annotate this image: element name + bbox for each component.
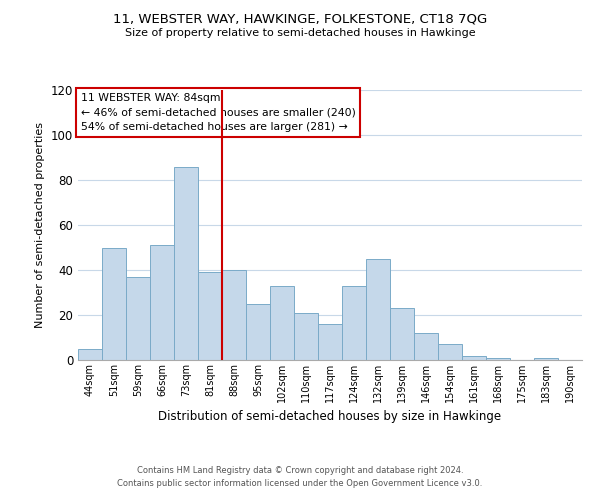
Bar [78,349,102,360]
Bar [102,248,126,360]
Bar [246,304,270,360]
Y-axis label: Number of semi-detached properties: Number of semi-detached properties [35,122,45,328]
Text: Size of property relative to semi-detached houses in Hawkinge: Size of property relative to semi-detach… [125,28,475,38]
Bar [174,166,198,360]
Bar [414,333,438,360]
Text: 11 WEBSTER WAY: 84sqm
← 46% of semi-detached houses are smaller (240)
54% of sem: 11 WEBSTER WAY: 84sqm ← 46% of semi-deta… [80,92,355,132]
Bar [198,272,222,360]
Bar [366,259,390,360]
Bar [342,286,366,360]
Bar [270,286,294,360]
Bar [294,313,318,360]
Bar [126,277,150,360]
Bar [390,308,414,360]
Bar [222,270,246,360]
Bar [534,358,558,360]
Bar [486,358,510,360]
Bar [150,245,174,360]
X-axis label: Distribution of semi-detached houses by size in Hawkinge: Distribution of semi-detached houses by … [158,410,502,424]
Text: 11, WEBSTER WAY, HAWKINGE, FOLKESTONE, CT18 7QG: 11, WEBSTER WAY, HAWKINGE, FOLKESTONE, C… [113,12,487,26]
Bar [462,356,486,360]
Bar [438,344,462,360]
Bar [318,324,342,360]
Text: Contains HM Land Registry data © Crown copyright and database right 2024.
Contai: Contains HM Land Registry data © Crown c… [118,466,482,487]
